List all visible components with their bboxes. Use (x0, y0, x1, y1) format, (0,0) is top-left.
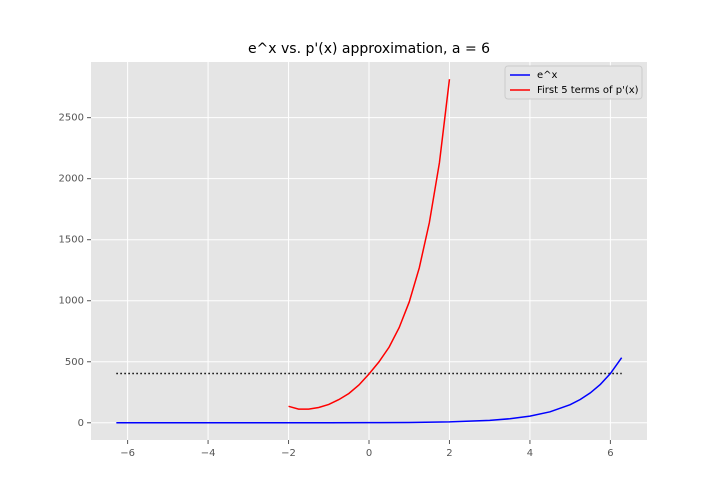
x-tick-label: 2 (446, 448, 452, 459)
x-tick-label: −4 (201, 448, 216, 459)
x-tick-label: 4 (527, 448, 533, 459)
y-tick-label: 1500 (59, 235, 84, 246)
y-tick-label: 1000 (59, 296, 84, 307)
legend: e^x First 5 terms of p'(x) (504, 65, 643, 100)
legend-label: First 5 terms of p'(x) (537, 85, 639, 96)
legend-box (504, 65, 643, 100)
x-tick-label: 6 (607, 448, 613, 459)
legend-label: e^x (537, 70, 558, 81)
y-tick-label: 0 (78, 418, 84, 429)
y-tick-label: 2000 (59, 174, 84, 185)
y-tick-label: 2500 (59, 113, 84, 124)
grid: −6 −4 −2 0 2 4 6 0 500 1000 1500 2000 2500 (59, 62, 647, 459)
y-tick-label: 500 (65, 357, 84, 368)
chart-title: e^x vs. p'(x) approximation, a = 6 (248, 41, 490, 57)
x-tick-label: 0 (366, 448, 372, 459)
x-tick-label: −2 (281, 448, 296, 459)
marks (116, 79, 623, 424)
series-line (288, 79, 451, 410)
x-tick-label: −6 (120, 448, 135, 459)
series-line (116, 357, 623, 424)
